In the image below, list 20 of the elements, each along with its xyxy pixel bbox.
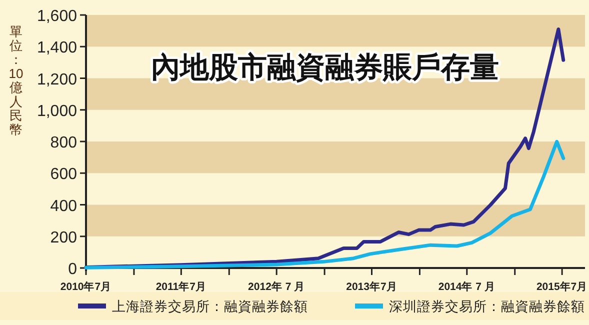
legend-label: 上海證券交易所：融資融券餘額 — [112, 299, 308, 314]
x-tick-label: 2010年7月 — [60, 280, 112, 293]
x-tick-label: 2011年7月 — [156, 280, 206, 293]
y-tick-label: 1,600 — [36, 8, 78, 25]
y-tick-label: 1,000 — [36, 102, 78, 120]
y-tick-label: 800 — [50, 134, 78, 152]
line-series — [84, 140, 566, 270]
y-tick-label: 400 — [50, 198, 78, 215]
x-tick-label: 2013年7月 — [346, 280, 398, 293]
y-tick-label: 200 — [50, 229, 78, 246]
legend-label: 深圳證券交易所：融資融券餘額 — [389, 299, 585, 314]
y-tick-label: 600 — [50, 166, 78, 184]
y-tick-label: 1,400 — [36, 40, 78, 57]
y-tick-label: 1,200 — [36, 71, 78, 88]
y-axis-title: 單位：10億人民幣 — [8, 24, 24, 137]
x-tick-label: 2014年 7 月 — [438, 280, 496, 293]
x-tick-label: 2012年 7 月 — [248, 280, 306, 293]
text: 內地股市融資融券賬戶存量 — [151, 51, 499, 84]
x-tick-label: 2015年7月 — [536, 280, 588, 293]
y-tick-label: 0 — [68, 261, 78, 278]
